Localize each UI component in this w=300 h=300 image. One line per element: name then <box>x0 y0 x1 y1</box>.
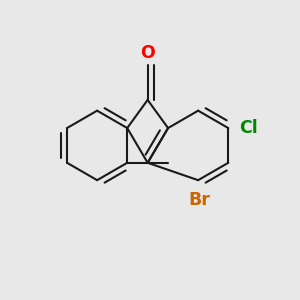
Text: Cl: Cl <box>239 119 258 137</box>
Text: O: O <box>140 44 155 62</box>
Text: Br: Br <box>189 191 211 209</box>
